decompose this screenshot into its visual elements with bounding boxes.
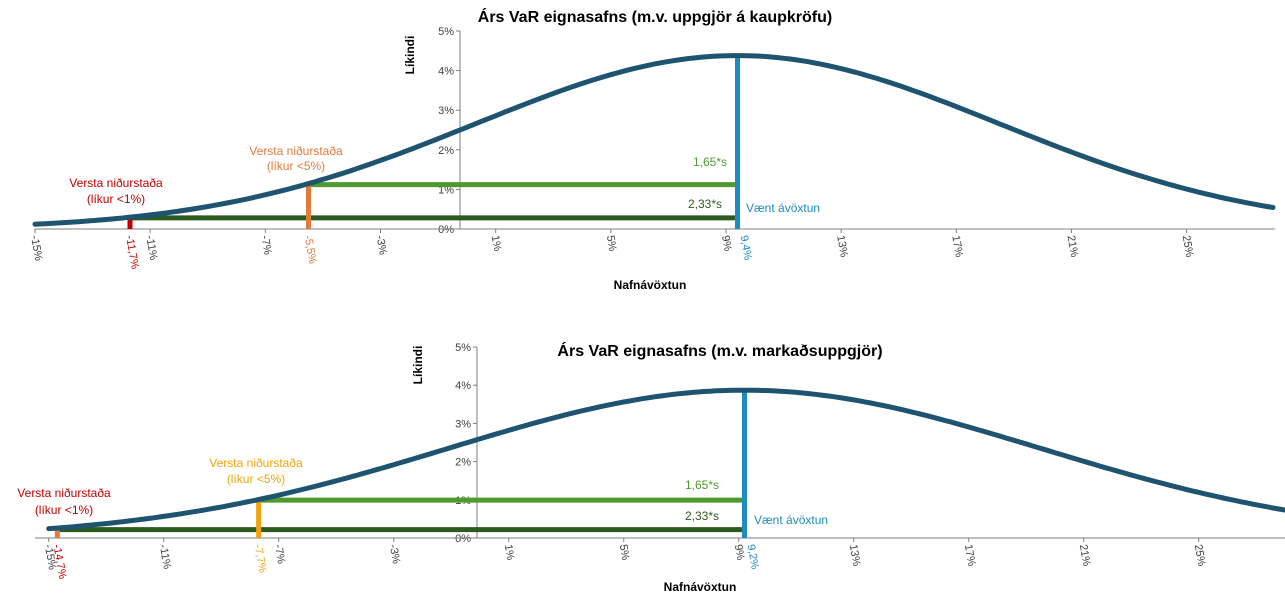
y-tick-label: 4% <box>455 380 471 392</box>
x-tick-label: 5% <box>617 543 632 561</box>
var95-line-label: 1,65*s <box>693 155 727 169</box>
y-tick-label: 4% <box>438 66 454 78</box>
chart-2: Árs VaR eignasafns (m.v. markaðsuppgjör)… <box>17 341 1285 594</box>
x-tick-label: 21% <box>1077 543 1093 567</box>
x-tick-label: 9% <box>732 543 747 561</box>
var95-prob: (líkur <5%) <box>267 159 325 173</box>
x-tick-label: -7% <box>258 234 273 256</box>
var95-value-label: -5,5% <box>302 234 319 265</box>
var99-value-label: -11,7% <box>123 234 141 270</box>
var99-prob: (líkur <1%) <box>87 192 145 206</box>
x-tick-label: -15% <box>28 234 44 262</box>
expected-return-label: Vænt ávöxtun <box>746 201 820 215</box>
x-tick-label: 25% <box>1180 234 1196 258</box>
x-tick-label: -11% <box>143 234 159 261</box>
var95-line-label: 1,65*s <box>685 478 719 492</box>
y-tick-label: 0% <box>438 224 454 236</box>
x-tick-label: -7% <box>272 543 287 565</box>
x-tick-label: -15% <box>42 543 58 571</box>
y-tick-label: 3% <box>438 105 454 117</box>
chart-1: Árs VaR eignasafns (m.v. uppgjör á kaupk… <box>28 7 1276 292</box>
y-tick-label: 3% <box>455 418 471 430</box>
chart-title: Árs VaR eignasafns (m.v. markaðsuppgjör) <box>557 341 882 360</box>
y-tick-label: 2% <box>438 145 454 157</box>
var99-prob: (líkur <1%) <box>35 503 93 517</box>
var95-title: Versta niðurstaða <box>209 456 303 470</box>
mean-value-label: 9,2% <box>745 543 761 570</box>
x-tick-label: 1% <box>502 543 517 561</box>
x-tick-label: 5% <box>604 234 619 252</box>
var99-title: Versta niðurstaða <box>17 486 111 500</box>
x-axis-label: Nafnávöxtun <box>664 580 737 594</box>
chart-title: Árs VaR eignasafns (m.v. uppgjör á kaupk… <box>478 7 832 26</box>
x-axis-label: Nafnávöxtun <box>614 278 687 292</box>
x-tick-label: 17% <box>949 234 965 258</box>
y-tick-label: 2% <box>455 457 471 469</box>
x-tick-label: 21% <box>1065 234 1081 258</box>
x-tick-label: 13% <box>847 543 863 567</box>
density-curve <box>46 387 1285 532</box>
x-tick-label: 25% <box>1192 543 1208 567</box>
y-tick-label: 0% <box>455 533 471 545</box>
var99-line-label: 2,33*s <box>688 197 722 211</box>
mean-value-label: 9,4% <box>738 234 754 261</box>
y-tick-label: 5% <box>455 342 471 354</box>
var95-prob: (líkur <5%) <box>227 472 285 486</box>
y-tick-label: 5% <box>438 26 454 38</box>
expected-return-label: Vænt ávöxtun <box>754 513 828 527</box>
y-axis-label: Líkindi <box>411 346 425 385</box>
x-tick-label: 1% <box>489 234 504 252</box>
x-tick-label: -11% <box>157 543 173 570</box>
x-tick-label: -3% <box>387 543 402 565</box>
x-tick-label: 17% <box>962 543 978 567</box>
x-tick-label: 13% <box>834 234 850 258</box>
var99-value-label: -14,7% <box>50 543 68 580</box>
x-tick-label: -3% <box>374 234 389 256</box>
var99-line-label: 2,33*s <box>685 509 719 523</box>
var99-title: Versta niðurstaða <box>69 176 163 190</box>
var95-value-label: -7,7% <box>252 543 269 574</box>
density-curve <box>32 53 1276 227</box>
y-axis-label: Líkindi <box>403 36 417 75</box>
y-tick-label: 1% <box>438 184 454 196</box>
x-tick-label: 9% <box>719 234 734 252</box>
var95-title: Versta niðurstaða <box>249 144 343 158</box>
